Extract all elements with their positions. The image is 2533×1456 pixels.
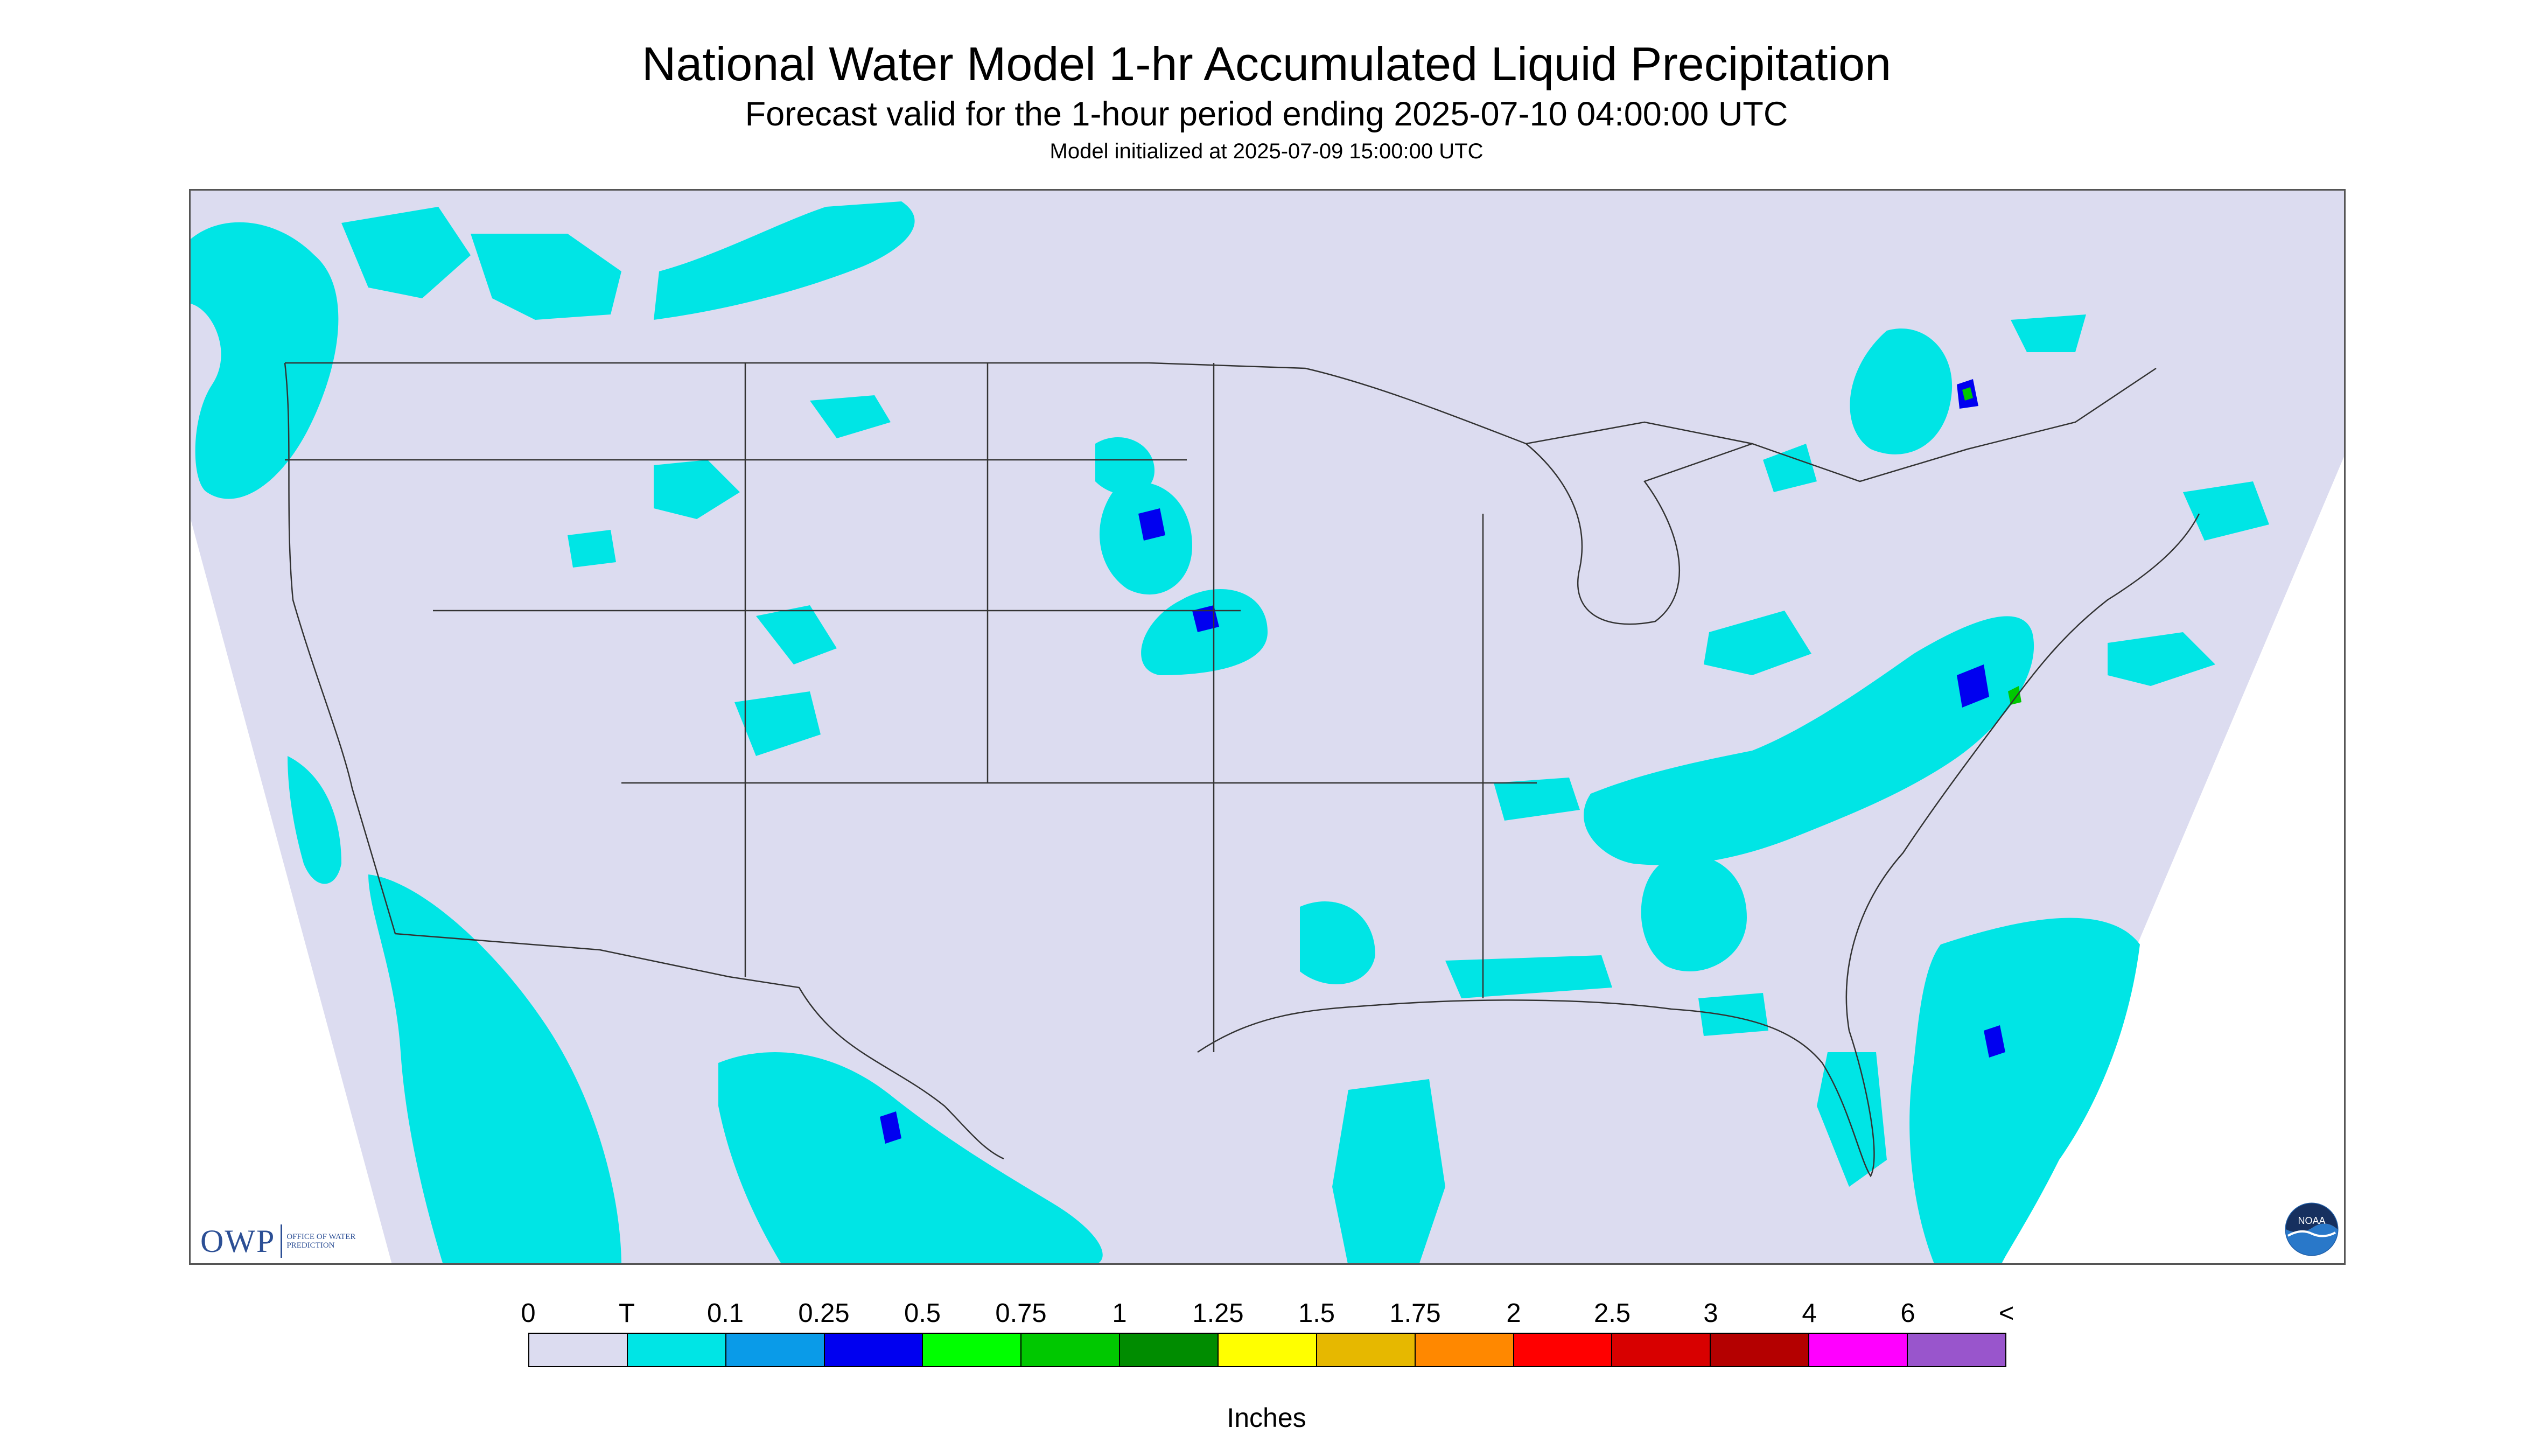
- legend-swatch: [1317, 1334, 1416, 1366]
- precip-atlantic: [1909, 918, 2140, 1263]
- noaa-logo: NOAA: [2285, 1202, 2339, 1256]
- precip-texas-east: [1300, 901, 1375, 984]
- precip-idaho: [568, 530, 616, 568]
- legend-swatch: [824, 1334, 923, 1366]
- precip-kentucky: [1494, 778, 1580, 821]
- owp-logo: OWP OFFICE OF WATER PREDICTION: [200, 1222, 367, 1260]
- precip-wyoming: [810, 395, 891, 438]
- legend-swatch: [1415, 1334, 1514, 1366]
- legend-swatch: [726, 1334, 825, 1366]
- precip-green: [1962, 387, 2021, 705]
- legend-label: 3: [1703, 1299, 1718, 1328]
- legend-label: <: [1998, 1299, 2014, 1328]
- precip-quebec-west: [1850, 328, 1953, 454]
- precip-legend: 0 T 0.1 0.25 0.5 0.75 1 1.25 1.5 1.75 2 2.5 3 4 6 <: [521, 1298, 2014, 1367]
- legend-swatch: [923, 1334, 1022, 1366]
- precip-baja: [368, 874, 621, 1263]
- legend-label: 6: [1900, 1299, 1915, 1328]
- gulf-coast: [1197, 999, 1875, 1178]
- precip-dakota-north: [1095, 437, 1154, 495]
- legend-swatch: [1120, 1334, 1219, 1366]
- legend-labels: 0 T 0.1 0.25 0.5 0.75 1 1.25 1.5 1.75 2 2.5 3 4 6 <: [521, 1298, 2014, 1333]
- legend-label: 0.5: [904, 1299, 941, 1328]
- legend-swatch: [1711, 1334, 1810, 1366]
- us-mexico-border: [395, 933, 1004, 1160]
- legend-label: 2: [1506, 1299, 1521, 1328]
- legend-label: 0: [521, 1299, 536, 1328]
- precip-florida-panhandle: [1698, 993, 1768, 1036]
- precip-colorado: [756, 605, 837, 664]
- precipitation-map: [189, 189, 2346, 1265]
- great-lakes-outline: [1526, 443, 1753, 625]
- precip-new-england: [2108, 632, 2215, 686]
- precip-pacific-nw: [191, 222, 339, 499]
- legend-swatch: [1021, 1334, 1121, 1366]
- boundaries: [284, 362, 2200, 1178]
- precip-maine: [2183, 481, 2269, 541]
- legend-label: 1.25: [1192, 1299, 1244, 1328]
- precip-baja-south: [288, 756, 341, 884]
- precip-canada-west: [341, 207, 471, 298]
- legend-swatch: [1514, 1334, 1613, 1366]
- precip-canada-plume: [654, 201, 915, 320]
- legend-label: T: [619, 1299, 635, 1328]
- legend-label: 1: [1112, 1299, 1127, 1328]
- precip-blue-dakota: [1138, 508, 1165, 541]
- precip-bc: [471, 234, 621, 320]
- precip-michigan-north: [1763, 444, 1817, 492]
- legend-units: Inches: [1227, 1403, 1306, 1433]
- precip-utah: [734, 691, 821, 756]
- legend-swatch: [529, 1334, 628, 1366]
- forecast-valid-subtitle: Forecast valid for the 1-hour period end…: [745, 95, 1788, 133]
- legend-label: 0.25: [798, 1299, 850, 1328]
- legend-swatch: [1908, 1334, 2005, 1366]
- us-canada-border: [285, 362, 2157, 482]
- legend-swatch: [1809, 1334, 1908, 1366]
- precip-green-quebec: [1962, 387, 1973, 401]
- map-title: National Water Model 1-hr Accumulated Li…: [641, 37, 1892, 90]
- owp-logo-separator: [281, 1224, 283, 1258]
- legend-label: 4: [1802, 1299, 1817, 1328]
- legend-label: 0.75: [995, 1299, 1047, 1328]
- legend-label: 1.75: [1389, 1299, 1441, 1328]
- precip-montana: [654, 460, 740, 519]
- owp-logo-subtext: OFFICE OF WATER PREDICTION: [286, 1233, 356, 1250]
- model-init-line: Model initialized at 2025-07-09 15:00:00…: [1049, 139, 1484, 163]
- legend-label: 0.1: [706, 1299, 744, 1328]
- precip-blue-mexico: [880, 1111, 901, 1144]
- atlantic-coast: [1845, 513, 2200, 1031]
- legend-colorbar: [528, 1333, 2006, 1367]
- noaa-logo-text: NOAA: [2298, 1215, 2325, 1226]
- map-canvas: [191, 191, 2344, 1263]
- owp-logo-letters: OWP: [200, 1223, 276, 1259]
- legend-swatch: [1219, 1334, 1317, 1366]
- precip-great-lakes: [1704, 611, 1811, 675]
- precip-gulf-mexico: [1332, 1079, 1445, 1263]
- precip-gulf-states: [1445, 955, 1612, 998]
- precip-mexico-plume: [718, 1052, 1103, 1263]
- precip-east-coast: [1584, 616, 2034, 865]
- precip-green-east: [2008, 686, 2021, 705]
- legend-swatch: [1612, 1334, 1711, 1366]
- precip-southeast: [1641, 855, 1747, 971]
- pacific-coast: [284, 362, 396, 934]
- precip-blue-nebraska: [1192, 605, 1219, 632]
- precip-blue-atlantic: [1984, 1025, 2005, 1058]
- precip-quebec-east: [2011, 314, 2086, 352]
- legend-label: 2.5: [1593, 1299, 1631, 1328]
- legend-label: 1.5: [1298, 1299, 1335, 1328]
- legend-swatch: [627, 1334, 726, 1366]
- precip-blue-east: [1957, 664, 1989, 708]
